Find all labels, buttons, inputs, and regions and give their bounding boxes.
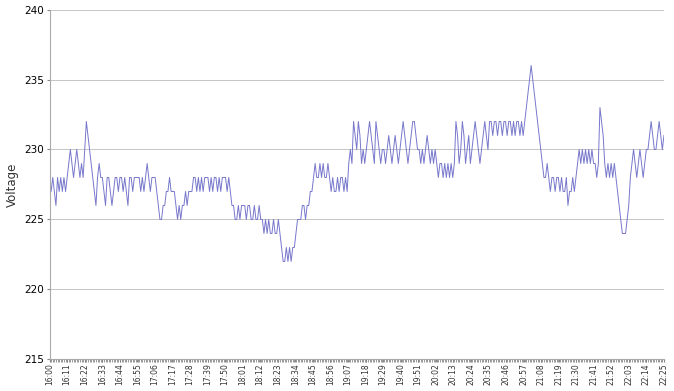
Y-axis label: Voltage: Voltage	[5, 162, 19, 207]
